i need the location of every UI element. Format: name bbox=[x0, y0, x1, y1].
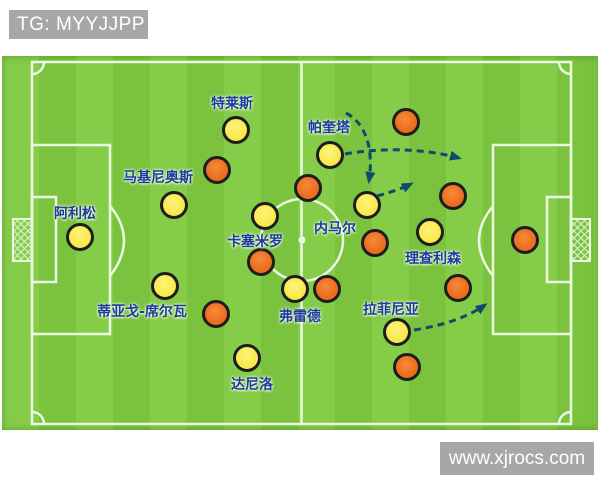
website-watermark: www.xjrocs.com bbox=[440, 442, 594, 475]
telegram-badge-text: TG: MYYJJPP bbox=[17, 13, 145, 35]
football-pitch bbox=[2, 56, 598, 430]
website-watermark-text: www.xjrocs.com bbox=[448, 447, 586, 469]
telegram-badge: TG: MYYJJPP bbox=[9, 10, 148, 39]
